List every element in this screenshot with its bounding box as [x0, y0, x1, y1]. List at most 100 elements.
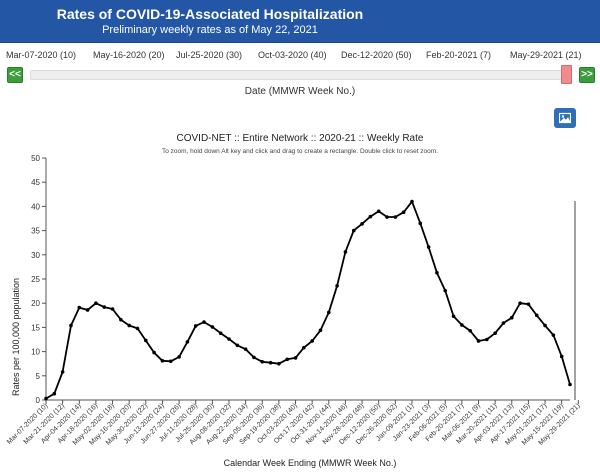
data-point[interactable] — [52, 391, 57, 396]
data-point[interactable] — [326, 310, 331, 315]
y-tick-label: 10 — [31, 348, 40, 357]
data-point[interactable] — [443, 288, 448, 293]
data-point[interactable] — [485, 337, 489, 342]
slider-label: Jul-25-2020 (30) — [176, 50, 243, 60]
data-point[interactable] — [559, 354, 564, 359]
data-point[interactable] — [543, 323, 547, 328]
chart-subtitle: To zoom, hold down Alt key and click and… — [162, 148, 438, 155]
data-point[interactable] — [435, 270, 439, 275]
data-point[interactable] — [144, 338, 148, 343]
data-point[interactable] — [451, 314, 456, 319]
data-point[interactable] — [185, 340, 190, 344]
slider-label: Dec-12-2020 (50) — [341, 50, 412, 60]
chart-title: COVID-NET :: Entire Network :: 2020-21 :… — [177, 133, 424, 144]
data-point[interactable] — [152, 350, 156, 355]
slider-label: May-16-2020 (20) — [93, 50, 165, 60]
date-slider-handle[interactable] — [561, 65, 572, 84]
x-axis: Mar-07-2020 (10)Mar-21-2020 (12)Apr-04-2… — [6, 399, 582, 447]
data-point[interactable] — [385, 215, 389, 219]
y-tick-label: 5 — [36, 372, 41, 381]
y-tick-label: 30 — [31, 251, 40, 260]
data-point[interactable] — [210, 325, 215, 329]
data-point[interactable] — [127, 323, 131, 328]
data-point[interactable] — [202, 320, 206, 324]
series-weekly-rate — [44, 199, 572, 401]
data-point[interactable] — [534, 313, 539, 318]
data-point[interactable] — [227, 337, 231, 341]
data-point[interactable] — [376, 209, 381, 214]
data-point[interactable] — [243, 347, 248, 351]
data-point[interactable] — [85, 308, 90, 312]
slider-caption: Date (MMWR Week No.) — [244, 86, 356, 97]
image-icon — [559, 112, 571, 124]
data-point[interactable] — [160, 358, 165, 363]
slider-label: Mar-07-2020 (10) — [6, 50, 77, 60]
data-point[interactable] — [401, 210, 406, 215]
data-point[interactable] — [193, 324, 198, 328]
data-point[interactable] — [568, 382, 572, 387]
y-tick-label: 45 — [31, 178, 40, 187]
data-point[interactable] — [168, 359, 173, 364]
data-point[interactable] — [501, 321, 506, 325]
page-title: Rates of COVID-19-Associated Hospitaliza… — [56, 6, 364, 22]
data-point[interactable] — [351, 228, 356, 233]
data-point[interactable] — [260, 359, 265, 364]
data-point[interactable] — [418, 221, 423, 226]
y-tick-label: 35 — [31, 227, 40, 236]
data-point[interactable] — [476, 339, 481, 343]
y-tick-label: 0 — [36, 396, 41, 405]
slider-prev-button[interactable]: << — [7, 67, 23, 83]
data-point[interactable] — [526, 302, 531, 306]
data-point[interactable] — [252, 355, 256, 360]
data-point[interactable] — [69, 323, 73, 328]
data-point[interactable] — [393, 215, 398, 219]
data-point[interactable] — [102, 305, 107, 309]
data-point[interactable] — [551, 333, 556, 337]
data-point[interactable] — [135, 326, 140, 331]
data-point[interactable] — [94, 301, 98, 305]
data-point[interactable] — [509, 315, 514, 320]
y-tick-label: 40 — [31, 202, 40, 211]
data-point[interactable] — [493, 331, 497, 336]
data-point[interactable] — [368, 214, 373, 219]
data-point[interactable] — [460, 323, 464, 327]
data-point[interactable] — [285, 357, 290, 362]
data-point[interactable] — [518, 301, 522, 305]
weekly-rate-chart: COVID-NET :: Entire Network :: 2020-21 :… — [6, 133, 582, 468]
y-axis: 0 5 10 15 20 25 30 35 40 45 50 — [31, 154, 47, 405]
export-image-button[interactable] — [554, 108, 576, 128]
slider-label: Oct-03-2020 (40) — [258, 50, 327, 60]
slider-next-button[interactable]: >> — [579, 67, 595, 83]
y-tick-label: 50 — [31, 154, 40, 163]
data-point[interactable] — [360, 222, 364, 226]
data-point[interactable] — [110, 307, 115, 311]
data-point[interactable] — [468, 328, 472, 333]
data-point[interactable] — [235, 343, 240, 348]
data-point[interactable] — [410, 199, 414, 204]
series-line — [45, 200, 571, 400]
data-point[interactable] — [335, 283, 339, 288]
page-subtitle: Preliminary weekly rates as of May 22, 2… — [102, 24, 318, 36]
data-point[interactable] — [310, 339, 314, 343]
data-point[interactable] — [343, 250, 348, 254]
data-point[interactable] — [44, 396, 48, 401]
y-tick-label: 25 — [31, 275, 40, 284]
data-point[interactable] — [277, 361, 281, 366]
data-point[interactable] — [60, 370, 65, 374]
data-point[interactable] — [293, 356, 298, 360]
slider-label: Feb-20-2021 (7) — [426, 50, 492, 60]
data-point[interactable] — [218, 331, 223, 336]
data-point[interactable] — [77, 305, 82, 310]
header-banner: Rates of COVID-19-Associated Hospitaliza… — [0, 0, 600, 43]
data-point[interactable] — [268, 360, 273, 365]
data-point[interactable] — [119, 317, 123, 322]
y-tick-label: 20 — [31, 299, 40, 308]
data-point[interactable] — [177, 355, 181, 359]
data-point[interactable] — [426, 245, 431, 249]
date-slider-track[interactable] — [30, 70, 572, 80]
data-point[interactable] — [318, 328, 323, 333]
data-point[interactable] — [302, 345, 306, 350]
x-axis-label: Calendar Week Ending (MMWR Week No.) — [224, 458, 397, 468]
y-axis-label: Rates per 100,000 population — [11, 278, 21, 396]
y-tick-label: 15 — [31, 323, 40, 332]
